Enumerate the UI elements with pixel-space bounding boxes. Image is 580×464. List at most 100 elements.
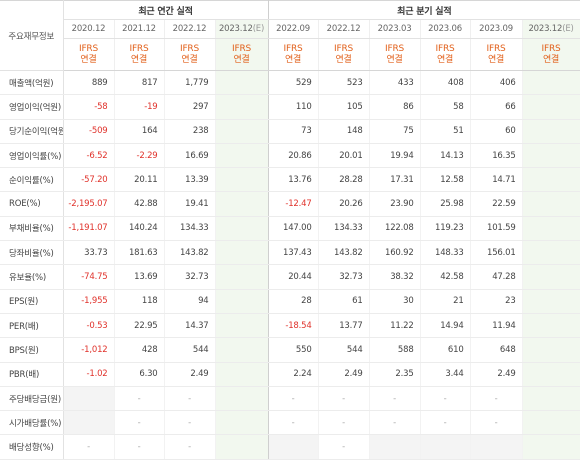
basis-standard: IFRS <box>541 43 561 54</box>
row-label: 부채비율(%) <box>0 216 64 242</box>
value-cell: 2.49 <box>470 362 523 387</box>
value-cell <box>522 337 580 363</box>
value-cell <box>522 410 580 436</box>
table-row: BPS(원) -1,012 428 544 550 544 588 610 648 <box>0 337 580 363</box>
value-cell <box>369 434 421 460</box>
value-cell <box>522 289 580 314</box>
accounting-basis: IFRS 연결 <box>522 38 580 71</box>
value-cell: 544 <box>164 337 216 363</box>
accounting-basis: IFRS 연결 <box>268 38 319 71</box>
table-row: 주당배당금(원) - - - - - - - <box>0 386 580 412</box>
basis-scope: 연결 <box>542 54 560 65</box>
value-cell: 94 <box>164 289 216 314</box>
value-cell <box>215 94 269 120</box>
table-row: ROE(%) -2,195.07 42.88 19.41 -12.47 20.26 23.9… <box>0 191 580 217</box>
period-header: 2022.12 <box>164 19 216 39</box>
estimate-marker: (E) <box>562 24 574 34</box>
basis-standard: IFRS <box>435 43 455 54</box>
value-cell: 13.69 <box>114 264 165 290</box>
annual-group-header: 최근 연간 실적 <box>63 0 269 20</box>
row-label: BPS(원) <box>0 337 64 363</box>
row-label: EPS(원) <box>0 289 64 314</box>
period-label: 2023.03 <box>377 24 412 34</box>
value-cell: 529 <box>268 70 319 96</box>
table-row: 영업이익률(%) -6.52 -2.29 16.69 20.86 20.01 19.94 14… <box>0 143 580 169</box>
value-cell <box>522 386 580 412</box>
quarter-group-header: 최근 분기 실적 <box>268 0 580 20</box>
value-cell: 22.95 <box>114 313 165 339</box>
basis-scope: 연결 <box>181 54 198 65</box>
value-cell: 25.98 <box>420 191 471 217</box>
value-cell: 134.33 <box>318 216 370 242</box>
value-cell: 156.01 <box>470 240 523 266</box>
basis-scope: 연결 <box>335 54 352 65</box>
value-cell: 32.73 <box>164 264 216 290</box>
value-cell <box>215 434 269 460</box>
value-cell <box>522 216 580 242</box>
basis-standard: IFRS <box>334 43 354 54</box>
row-label: 배당성향(%) <box>0 434 64 460</box>
value-cell: 119.23 <box>420 216 471 242</box>
value-cell: - <box>318 434 370 460</box>
value-cell: 140.24 <box>114 216 165 242</box>
value-cell: 2.35 <box>369 362 421 387</box>
value-cell: -0.53 <box>63 313 115 339</box>
basis-scope: 연결 <box>80 54 97 65</box>
basis-standard: IFRS <box>486 43 506 54</box>
row-label: 시가배당률(%) <box>0 410 64 436</box>
value-cell: 33.73 <box>63 240 115 266</box>
value-cell: - <box>369 410 421 436</box>
value-cell: 428 <box>114 337 165 363</box>
period-header: 2022.09 <box>268 19 319 39</box>
accounting-basis: IFRS 연결 <box>420 38 471 71</box>
value-cell: 110 <box>268 94 319 120</box>
row-label: 영업이익률(%) <box>0 143 64 169</box>
value-cell: 648 <box>470 337 523 363</box>
value-cell: 22.59 <box>470 191 523 217</box>
basis-standard: IFRS <box>283 43 303 54</box>
value-cell: 14.37 <box>164 313 216 339</box>
accounting-basis: IFRS 연결 <box>215 38 269 71</box>
value-cell: 13.77 <box>318 313 370 339</box>
row-label: 영업이익(억원) <box>0 94 64 120</box>
value-cell: 30 <box>369 289 421 314</box>
value-cell: - <box>114 434 165 460</box>
value-cell: -58 <box>63 94 115 120</box>
basis-standard: IFRS <box>79 43 98 54</box>
basis-scope: 연결 <box>233 54 250 65</box>
value-cell: 164 <box>114 119 165 144</box>
period-label: 2023.12 <box>218 24 253 34</box>
value-cell: -509 <box>63 119 115 144</box>
value-cell: - <box>318 410 370 436</box>
row-label: 매출액(억원) <box>0 70 64 96</box>
value-cell: 38.32 <box>369 264 421 290</box>
period-header: 2021.12 <box>114 19 165 39</box>
value-cell: - <box>420 410 471 436</box>
value-cell: 13.39 <box>164 167 216 193</box>
value-cell: -2.29 <box>114 143 165 169</box>
row-label: 유보율(%) <box>0 264 64 290</box>
table-row: 부채비율(%) -1,191.07 140.24 134.33 147.00 134.33… <box>0 216 580 242</box>
accounting-basis: IFRS 연결 <box>318 38 370 71</box>
value-cell: 32.73 <box>318 264 370 290</box>
value-cell <box>522 119 580 144</box>
value-cell: 61 <box>318 289 370 314</box>
value-cell: 19.41 <box>164 191 216 217</box>
value-cell <box>522 264 580 290</box>
value-cell <box>215 289 269 314</box>
value-cell: 1,779 <box>164 70 216 96</box>
value-cell <box>420 434 471 460</box>
value-cell: -1.02 <box>63 362 115 387</box>
period-label: 2022.09 <box>276 24 310 34</box>
accounting-basis: IFRS 연결 <box>164 38 216 71</box>
row-label: 주당배당금(원) <box>0 386 64 412</box>
value-cell: - <box>164 410 216 436</box>
value-cell: - <box>63 434 115 460</box>
value-cell: 23 <box>470 289 523 314</box>
row-label: ROE(%) <box>0 191 64 217</box>
table-row: 영업이익(억원) -58 -19 297 110 105 86 58 66 <box>0 94 580 120</box>
period-header: 2023.09 <box>470 19 523 39</box>
value-cell: - <box>164 386 216 412</box>
basis-scope: 연결 <box>386 54 403 65</box>
basis-scope: 연결 <box>130 54 148 65</box>
